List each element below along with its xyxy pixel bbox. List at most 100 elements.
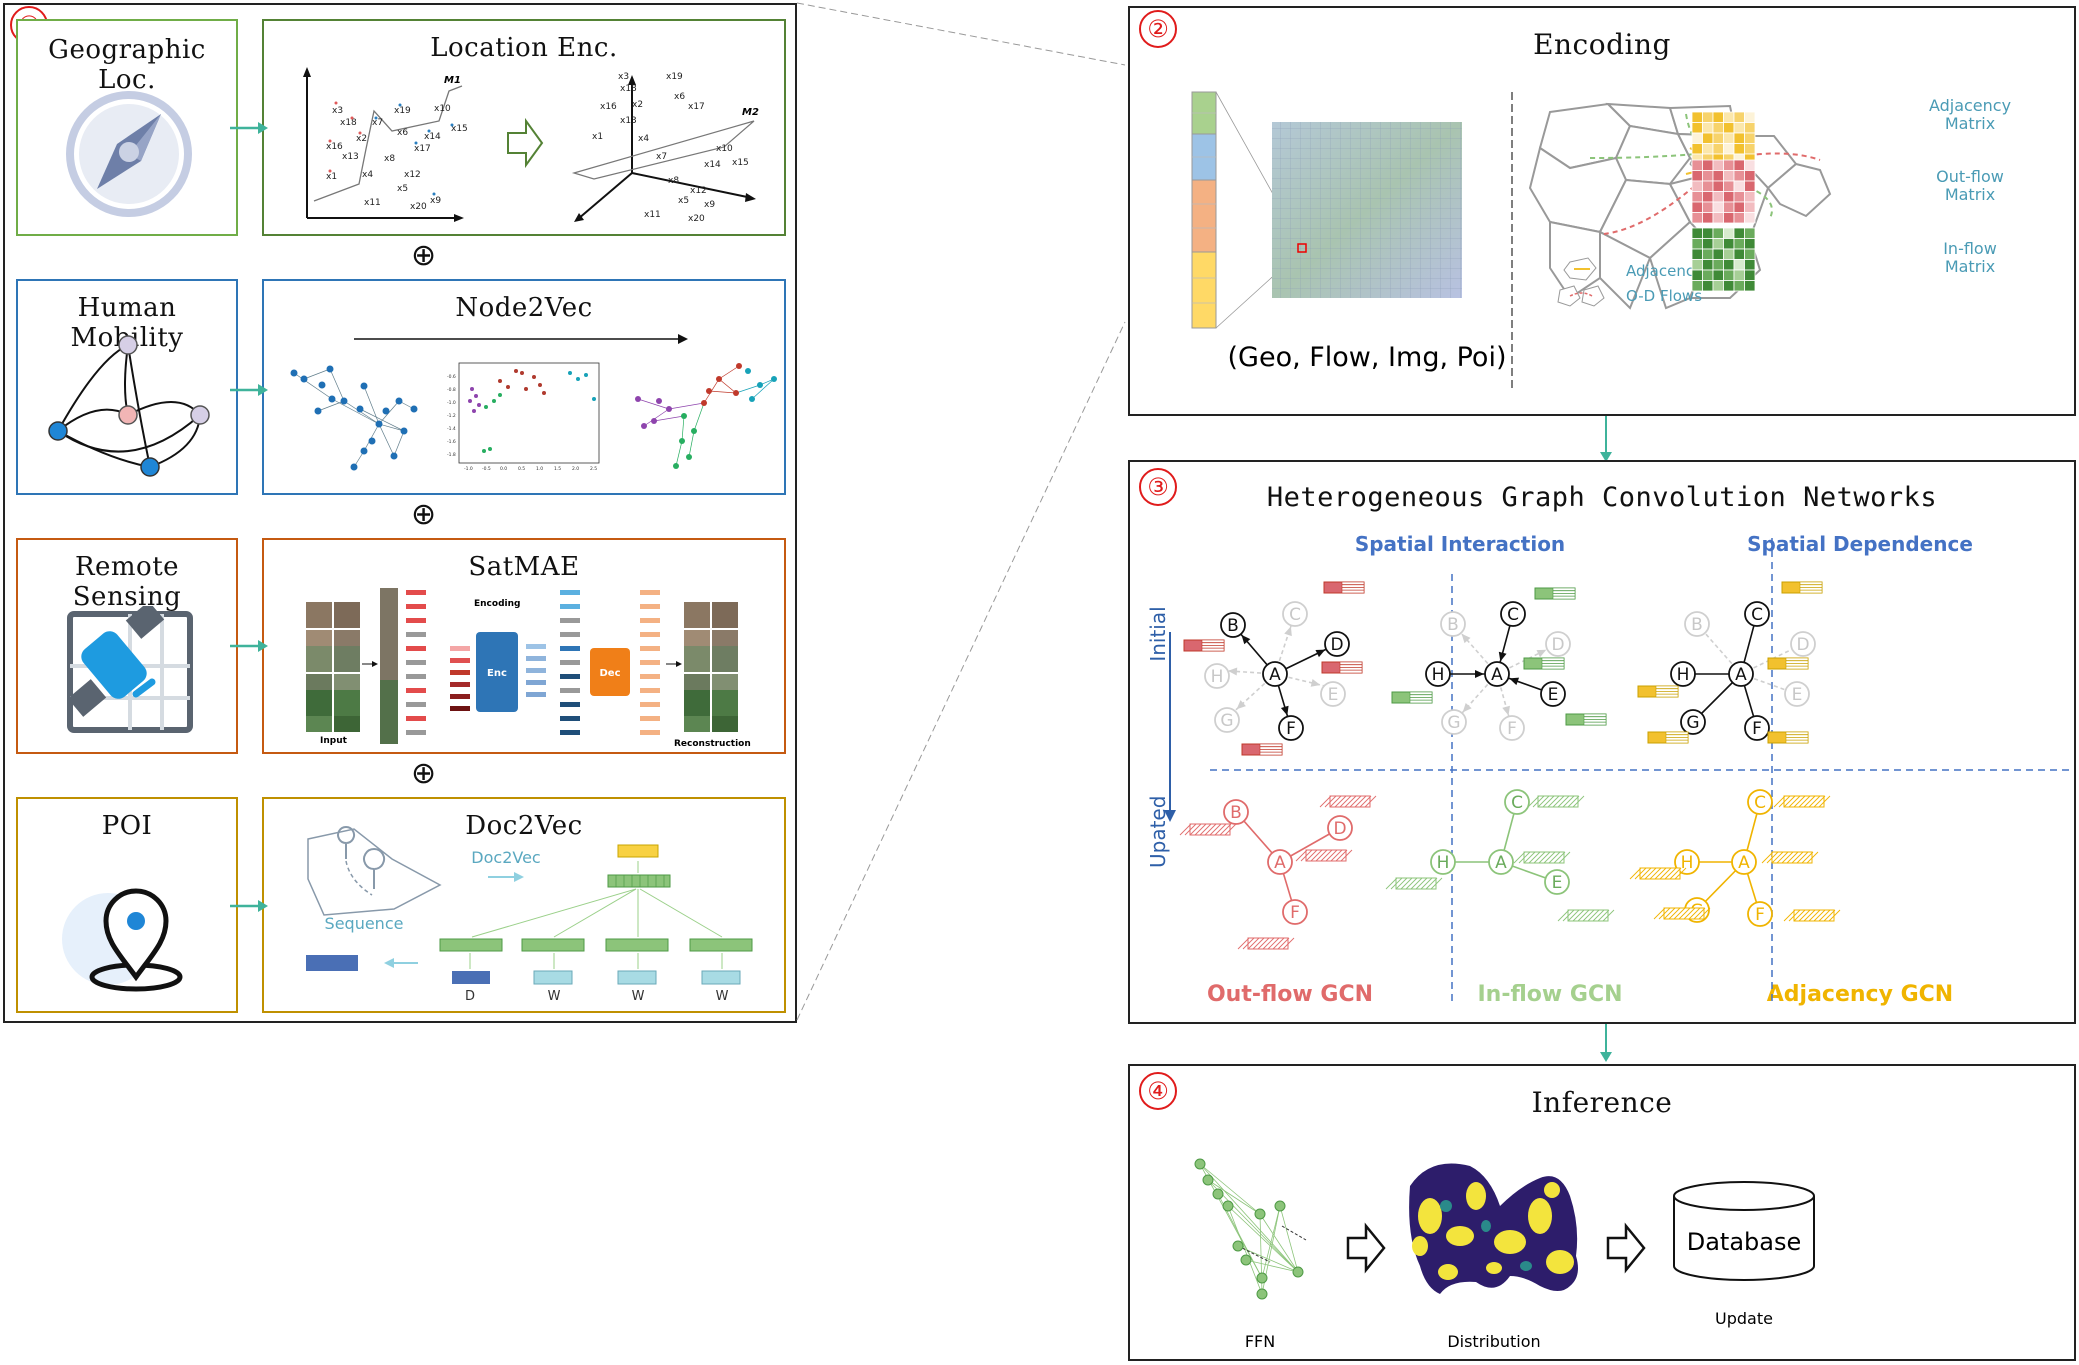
matrix-cell bbox=[1733, 212, 1745, 224]
matrix-cell bbox=[1702, 143, 1714, 155]
graph-node-g bbox=[1441, 709, 1467, 735]
matrix-cell bbox=[1723, 159, 1735, 171]
feature-hatch bbox=[1329, 795, 1342, 808]
matrix-cell bbox=[1744, 111, 1756, 123]
graph-arrowhead bbox=[1284, 626, 1292, 637]
svg-text:x18: x18 bbox=[620, 84, 637, 94]
svg-text:x12: x12 bbox=[404, 170, 421, 180]
svg-text:-0.6: -0.6 bbox=[447, 374, 456, 380]
matrix-cell bbox=[1702, 248, 1714, 260]
feature-hatch bbox=[1761, 851, 1774, 864]
graph-node-label: B bbox=[1227, 616, 1239, 636]
feature-hatch bbox=[1813, 795, 1826, 808]
matrix-cell bbox=[1691, 191, 1703, 203]
feature-hatch bbox=[1262, 937, 1275, 950]
matrix-cell bbox=[1744, 122, 1756, 134]
spatial-interaction-label: Spatial Interaction bbox=[1354, 532, 1566, 556]
encoding-figure: (Geo, Flow, Img, Poi) Adjace bbox=[1191, 91, 1832, 390]
token-d: D bbox=[465, 989, 475, 1004]
feature-hatch bbox=[1663, 907, 1676, 920]
matrix-cell bbox=[1733, 159, 1745, 171]
graph-node-label: B bbox=[1691, 615, 1703, 635]
feature-hatch bbox=[1349, 795, 1362, 808]
graph-node-h bbox=[1425, 661, 1451, 687]
matrix-cell bbox=[1702, 111, 1714, 123]
graph-node-f bbox=[1278, 715, 1304, 741]
feature-hatch bbox=[1518, 851, 1531, 864]
graph-node-a bbox=[1488, 849, 1514, 875]
graph-node-d bbox=[1324, 631, 1350, 657]
feature-hatch bbox=[1189, 823, 1202, 836]
inflow-matrix bbox=[1691, 227, 1756, 292]
feature-hatch bbox=[1818, 795, 1831, 808]
matrix-cell bbox=[1702, 132, 1714, 144]
feature-hatch bbox=[1683, 907, 1696, 920]
graph-node-label: A bbox=[1274, 853, 1286, 873]
graph-arrowhead bbox=[1461, 633, 1471, 644]
graph-node-label: D bbox=[1333, 819, 1346, 839]
feature-hatch bbox=[1668, 907, 1681, 920]
token-w3: W bbox=[716, 989, 729, 1004]
geographic-loc-title: Geographic Loc. bbox=[48, 35, 206, 95]
svg-text:-1.8: -1.8 bbox=[447, 452, 456, 458]
feature-hatch bbox=[1219, 823, 1232, 836]
graph-node-h bbox=[1204, 663, 1230, 689]
feature-hatch bbox=[1199, 823, 1212, 836]
matrix-cell bbox=[1733, 122, 1745, 134]
matrix-cell bbox=[1733, 238, 1745, 250]
feature-hatch bbox=[1532, 795, 1545, 808]
section3-number: ③ bbox=[1139, 468, 1177, 506]
graph-node-h bbox=[1670, 661, 1696, 687]
matrix-cell bbox=[1723, 191, 1735, 203]
feature-hatch bbox=[1184, 823, 1197, 836]
feature-hatch bbox=[1359, 795, 1372, 808]
feature-hatch bbox=[1587, 909, 1600, 922]
matrix-cell bbox=[1702, 159, 1714, 171]
matrix-cell bbox=[1733, 269, 1745, 281]
svg-text:x5: x5 bbox=[397, 184, 408, 194]
matrix-cell bbox=[1702, 170, 1714, 182]
matrix-cell bbox=[1691, 227, 1703, 239]
graph-arrowhead bbox=[1462, 702, 1472, 713]
graph-node-label: C bbox=[1751, 605, 1763, 625]
feature-hatch bbox=[1315, 849, 1328, 862]
matrix-cell bbox=[1691, 180, 1703, 192]
svg-text:-1.0: -1.0 bbox=[447, 400, 456, 406]
matrix-cell bbox=[1712, 238, 1724, 250]
matrix-cell bbox=[1712, 227, 1724, 239]
poi-box: POI bbox=[16, 797, 238, 1013]
feature-hatch bbox=[1793, 909, 1806, 922]
feature-hatch bbox=[1664, 867, 1677, 880]
matrix-cell bbox=[1691, 143, 1703, 155]
feature-hatch bbox=[1272, 937, 1285, 950]
feature-hatch bbox=[1796, 851, 1809, 864]
matrix-cell bbox=[1733, 170, 1745, 182]
manifold1-label: M1 bbox=[444, 75, 461, 86]
database-label: Database bbox=[1687, 1228, 1802, 1256]
matrix-cell bbox=[1712, 212, 1724, 224]
feature-hatch bbox=[1385, 877, 1398, 890]
feature-hatch bbox=[1567, 795, 1580, 808]
feature-hatch bbox=[1572, 909, 1585, 922]
inference-panel: ④ Inference FFN bbox=[1128, 1064, 2076, 1361]
svg-text:x4: x4 bbox=[638, 134, 649, 144]
feature-hatch bbox=[1669, 867, 1682, 880]
feature-hatch bbox=[1179, 823, 1192, 836]
feature-hatch bbox=[1644, 867, 1657, 880]
feature-hatch bbox=[1252, 937, 1265, 950]
graph-node-e bbox=[1540, 681, 1566, 707]
svg-text:x3: x3 bbox=[618, 72, 629, 82]
graph-node-label: B bbox=[1230, 803, 1242, 823]
graph-node-label: H bbox=[1211, 667, 1224, 687]
feature-hatch bbox=[1420, 877, 1433, 890]
feature-hatch bbox=[1813, 909, 1826, 922]
graph-node-d bbox=[1790, 631, 1816, 657]
satmae-title: SatMAE bbox=[468, 552, 580, 582]
matrix-cell bbox=[1702, 238, 1714, 250]
geographic-loc-box: Geographic Loc. bbox=[16, 19, 238, 236]
matrix-cell bbox=[1691, 170, 1703, 182]
graph-node-e bbox=[1544, 869, 1570, 895]
arrow-3-to-4 bbox=[1600, 1024, 1612, 1062]
svg-text:x2: x2 bbox=[632, 100, 643, 110]
feature-hatch bbox=[1310, 849, 1323, 862]
